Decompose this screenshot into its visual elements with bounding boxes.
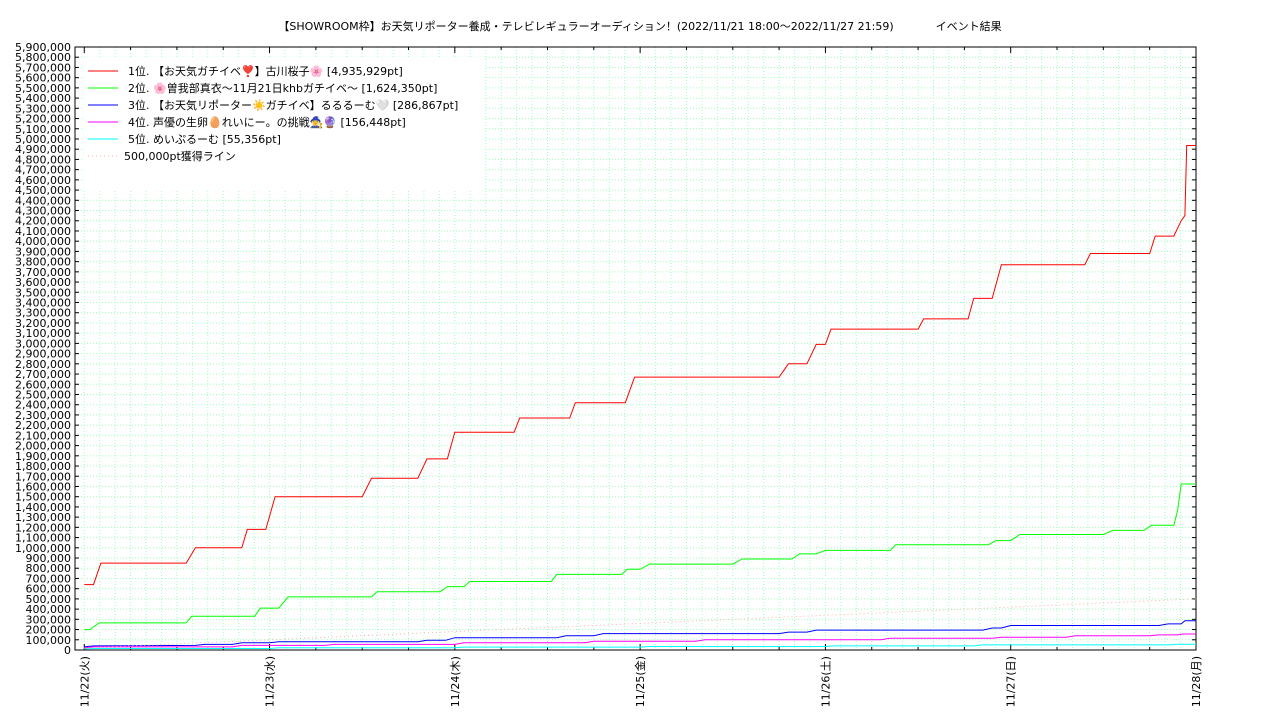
y-tick-label: 100,000 — [26, 634, 72, 647]
y-tick-label: 2,500,000 — [15, 388, 71, 401]
y-tick-label: 1,100,000 — [15, 532, 71, 545]
y-tick-label: 800,000 — [26, 562, 72, 575]
legend-label-3: 3位. 【お天気リポーター☀️ガチイベ】るるるーむ🤍 [286,867pt] — [128, 98, 458, 112]
y-tick-label: 5,400,000 — [15, 92, 71, 105]
legend-label-5: 5位. めいぷるーむ [55,356pt] — [128, 132, 281, 146]
y-tick-label: 2,000,000 — [15, 440, 71, 453]
y-tick-label: 1,000,000 — [15, 542, 71, 555]
y-tick-label: 3,400,000 — [15, 297, 71, 310]
y-tick-label: 5,100,000 — [15, 123, 71, 136]
y-tick-label: 3,200,000 — [15, 317, 71, 330]
y-tick-label: 4,600,000 — [15, 174, 71, 187]
y-tick-label: 4,100,000 — [15, 225, 71, 238]
legend-label-2: 2位. 🌸曽我部真衣〜11月21日khbガチイベ〜 [1,624,350pt] — [128, 81, 437, 95]
series-line-6 — [84, 598, 1197, 649]
y-tick-label: 1,600,000 — [15, 480, 71, 493]
y-tick-label: 2,400,000 — [15, 399, 71, 412]
y-tick-label: 4,800,000 — [15, 153, 71, 166]
y-tick-label: 400,000 — [26, 603, 72, 616]
y-tick-label: 0 — [64, 644, 71, 657]
series-layer — [84, 145, 1197, 650]
y-tick-label: 3,300,000 — [15, 307, 71, 320]
y-tick-label: 5,600,000 — [15, 72, 71, 85]
y-tick-label: 1,400,000 — [15, 501, 71, 514]
y-tick-label: 1,200,000 — [15, 521, 71, 534]
y-tick-label: 1,900,000 — [15, 450, 71, 463]
y-tick-label: 3,600,000 — [15, 276, 71, 289]
y-axis: 0100,000200,000300,000400,000500,000600,… — [15, 41, 1196, 657]
x-tick-label: 11/25(金) — [633, 656, 647, 707]
x-tick-label: 11/26(土) — [819, 656, 832, 707]
y-tick-label: 4,300,000 — [15, 205, 71, 218]
x-tick-label: 11/23(水) — [264, 656, 277, 707]
series-line-1 — [84, 145, 1196, 586]
y-tick-label: 3,000,000 — [15, 337, 71, 350]
series-line-2 — [84, 483, 1196, 631]
y-tick-label: 5,300,000 — [15, 102, 71, 115]
legend-label-4: 4位. 声優の生卵🥚れいにー。の挑戦🧙‍♀️🔮 [156,448pt] — [128, 115, 406, 129]
series-line-3 — [84, 620, 1196, 648]
y-tick-label: 2,200,000 — [15, 419, 71, 432]
y-tick-label: 500,000 — [26, 593, 72, 606]
y-tick-label: 2,700,000 — [15, 368, 71, 381]
y-tick-label: 1,700,000 — [15, 470, 71, 483]
y-tick-label: 2,600,000 — [15, 378, 71, 391]
series-line-4 — [84, 633, 1196, 649]
legend-label-1: 1位. 【お天気ガチイベ❣️】古川桜子🌸 [4,935,929pt] — [128, 64, 403, 78]
y-tick-label: 4,700,000 — [15, 164, 71, 177]
chart-title-text: 【SHOWROOM枠】お天気リポーター養成・テレビレギュラーオーディション！(2… — [278, 20, 894, 33]
x-tick-label: 11/28(月) — [1190, 656, 1203, 707]
y-tick-label: 3,900,000 — [15, 245, 71, 258]
legend: 1位. 【お天気ガチイベ❣️】古川桜子🌸 [4,935,929pt] 2位. 🌸曽… — [84, 57, 484, 191]
x-tick-label: 11/22(火) — [78, 656, 91, 707]
y-tick-label: 2,100,000 — [15, 429, 71, 442]
y-tick-label: 2,300,000 — [15, 409, 71, 422]
y-tick-label: 700,000 — [26, 572, 72, 585]
y-tick-label: 4,400,000 — [15, 194, 71, 207]
legend-background — [84, 57, 484, 191]
y-tick-label: 1,800,000 — [15, 460, 71, 473]
y-tick-label: 2,800,000 — [15, 358, 71, 371]
plot-frame — [74, 46, 1197, 651]
y-tick-label: 2,900,000 — [15, 348, 71, 361]
y-tick-label: 4,900,000 — [15, 143, 71, 156]
y-tick-label: 5,000,000 — [15, 133, 71, 146]
y-tick-label: 1,300,000 — [15, 511, 71, 524]
y-tick-label: 900,000 — [26, 552, 72, 565]
y-tick-label: 3,700,000 — [15, 266, 71, 279]
chart-title: 【SHOWROOM枠】お天気リポーター養成・テレビレギュラーオーディション！(2… — [0, 18, 1280, 34]
y-tick-label: 3,100,000 — [15, 327, 71, 340]
y-tick-label: 200,000 — [26, 624, 72, 637]
legend-label-6: 500,000pt獲得ライン — [124, 150, 236, 163]
y-tick-label: 4,000,000 — [15, 235, 71, 248]
y-tick-label: 3,800,000 — [15, 256, 71, 269]
y-tick-label: 3,500,000 — [15, 286, 71, 299]
y-tick-label: 5,700,000 — [15, 61, 71, 74]
y-tick-label: 1,500,000 — [15, 491, 71, 504]
y-tick-label: 300,000 — [26, 613, 72, 626]
x-tick-label: 11/24(木) — [449, 656, 462, 707]
x-axis: 11/22(火) 11/23(水) 11/24(木) 11/25(金) 11/26(土)… — [78, 47, 1203, 707]
y-tick-label: 5,900,000 — [15, 41, 71, 54]
y-tick-label: 600,000 — [26, 583, 72, 596]
y-tick-label: 5,200,000 — [15, 113, 71, 126]
x-tick-label: 11/27(日) — [1005, 656, 1018, 707]
y-tick-label: 5,800,000 — [15, 51, 71, 64]
chart-subtitle: イベント結果 — [935, 20, 1002, 33]
series-line-5 — [84, 643, 1196, 650]
y-tick-label: 5,500,000 — [15, 82, 71, 95]
y-tick-label: 4,200,000 — [15, 215, 71, 228]
y-tick-label: 4,500,000 — [15, 184, 71, 197]
